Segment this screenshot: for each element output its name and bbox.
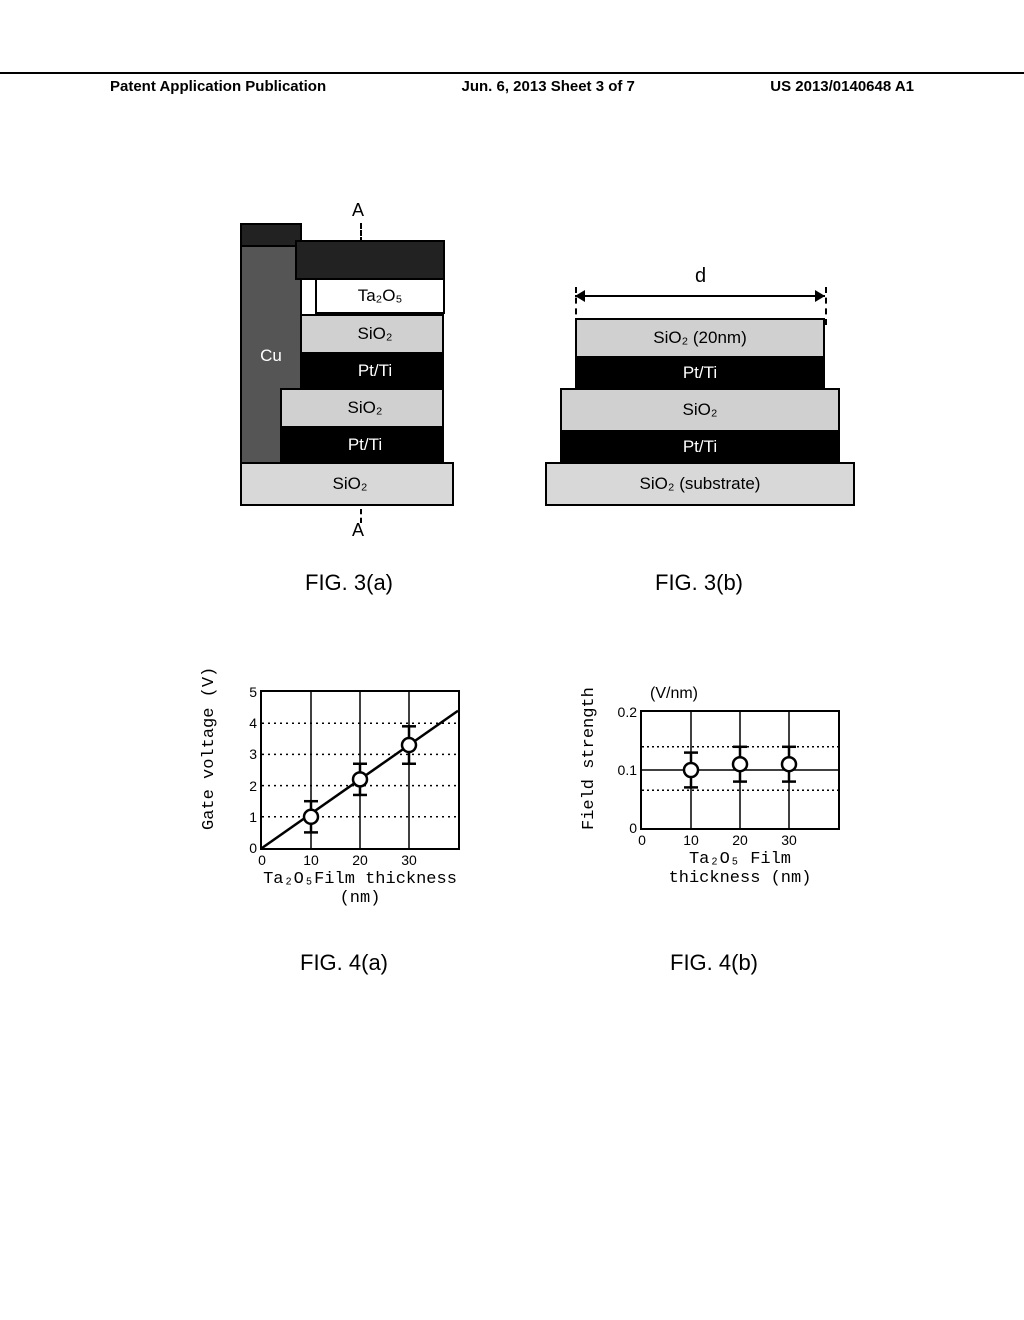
fig3a-section-label-bot: A — [352, 520, 364, 541]
layer-sio2-1: SiO₂ — [300, 314, 450, 354]
fig4b-yunit: (V/nm) — [650, 685, 698, 703]
fig4b-xlabel-text: Ta₂O₅ Film thickness (nm) — [669, 850, 812, 888]
fig3b-diagram: d SiO₂ (20nm) Pt/Ti SiO₂ Pt/Ti SiO₂ (sub… — [545, 265, 865, 575]
fig4a-chart: Gate voltage (V) 0123450102030 Ta₂O₅Film… — [190, 680, 510, 960]
ytick: 2 — [232, 778, 257, 794]
fig4b-caption: FIG. 4(b) — [670, 950, 758, 976]
header-right: US 2013/0140648 A1 — [770, 78, 914, 95]
layer-sio2-top: SiO₂ (20nm) — [575, 318, 825, 358]
header-center: Jun. 6, 2013 Sheet 3 of 7 — [461, 78, 634, 95]
xtick: 0 — [247, 852, 277, 868]
fig4b-plot: 00.10.20102030 — [640, 710, 840, 830]
xtick: 20 — [345, 852, 375, 868]
dimension-arrow — [575, 295, 825, 297]
fig4a-caption: FIG. 4(a) — [300, 950, 388, 976]
fig3b-dimension-label: d — [695, 265, 706, 288]
fig4b-ylabel: Field strength — [580, 687, 599, 830]
xtick: 10 — [676, 832, 706, 848]
fig4: Gate voltage (V) 0123450102030 Ta₂O₅Film… — [180, 680, 900, 1000]
header-left: Patent Application Publication — [110, 78, 326, 95]
fig3a-stack: Ta₂O₅ SiO₂ Pt/Ti SiO₂ Pt/Ti SiO₂ — [240, 240, 460, 506]
layer-ptti-2: Pt/Ti — [280, 428, 450, 462]
fig3a-diagram: A Cu Ta₂O₅ SiO₂ Pt/Ti SiO₂ Pt/Ti SiO₂ A — [220, 205, 480, 575]
layer-top-metal — [295, 240, 445, 280]
layer-ta2o5: Ta₂O₅ — [315, 280, 445, 314]
layer-ptti-1b: Pt/Ti — [575, 356, 825, 390]
ytick: 0.1 — [612, 762, 637, 778]
fig4b-xlabel: Ta₂O₅ Film thickness (nm) — [640, 850, 840, 888]
fig4b-chart: Field strength (V/nm) 00.10.20102030 Ta₂… — [560, 680, 880, 960]
fig4a-xlabel-text: Ta₂O₅Film thickness (nm) — [263, 870, 457, 908]
xtick: 0 — [627, 832, 657, 848]
layer-sio2-2: SiO₂ — [280, 388, 450, 428]
fig3: A Cu Ta₂O₅ SiO₂ Pt/Ti SiO₂ Pt/Ti SiO₂ A … — [180, 205, 880, 635]
fig3b-stack: SiO₂ (20nm) Pt/Ti SiO₂ Pt/Ti SiO₂ (subst… — [545, 320, 855, 506]
fig4a-xlabel: Ta₂O₅Film thickness (nm) — [260, 870, 460, 908]
fig4a-plot: 0123450102030 — [260, 690, 460, 850]
page-header: Patent Application Publication Jun. 6, 2… — [0, 72, 1024, 95]
layer-ptti-1: Pt/Ti — [300, 354, 450, 388]
ytick: 4 — [232, 715, 257, 731]
xtick: 20 — [725, 832, 755, 848]
fig3a-section-label-top: A — [352, 200, 364, 221]
layer-ptti-2b: Pt/Ti — [560, 430, 840, 464]
layer-sio2-mid: SiO₂ — [560, 388, 840, 432]
fig4a-ylabel: Gate voltage (V) — [200, 667, 219, 830]
ytick: 5 — [232, 684, 257, 700]
layer-sio2-substrate: SiO₂ (substrate) — [545, 462, 855, 506]
xtick: 10 — [296, 852, 326, 868]
fig3b-caption: FIG. 3(b) — [655, 570, 743, 596]
xtick: 30 — [774, 832, 804, 848]
xtick: 30 — [394, 852, 424, 868]
ytick: 3 — [232, 746, 257, 762]
ytick: 0.2 — [612, 704, 637, 720]
ytick: 1 — [232, 809, 257, 825]
fig3a-caption: FIG. 3(a) — [305, 570, 393, 596]
layer-sio2-3: SiO₂ — [240, 462, 460, 506]
